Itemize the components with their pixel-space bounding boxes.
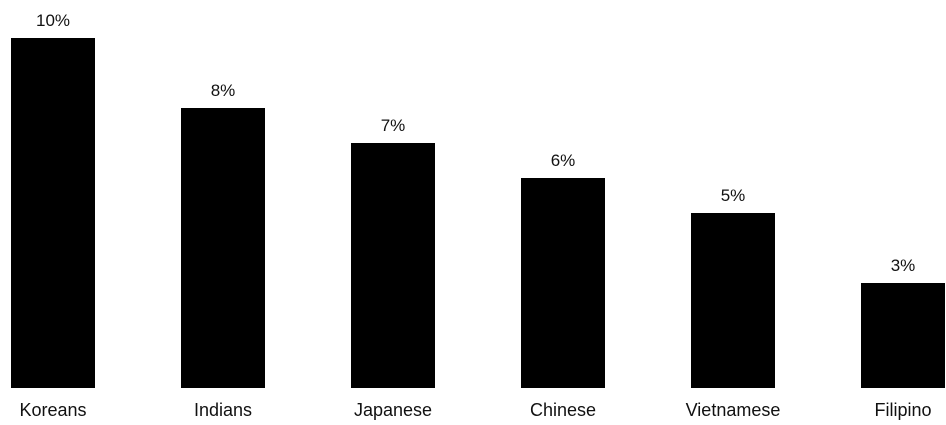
bar-japanese (351, 143, 435, 388)
value-labels-layer: 10% 8% 7% 6% 5% 3% (36, 11, 915, 275)
bar-filipino (861, 283, 945, 388)
category-label-koreans: Koreans (19, 400, 86, 420)
category-label-vietnamese: Vietnamese (686, 400, 781, 420)
value-label-filipino: 3% (891, 256, 916, 275)
category-label-japanese: Japanese (354, 400, 432, 420)
value-label-japanese: 7% (381, 116, 406, 135)
bar-vietnamese (691, 213, 775, 388)
bar-indians (181, 108, 265, 388)
value-label-vietnamese: 5% (721, 186, 746, 205)
value-label-koreans: 10% (36, 11, 70, 30)
category-labels-layer: Koreans Indians Japanese Chinese Vietnamese F… (19, 400, 931, 420)
category-label-chinese: Chinese (530, 400, 596, 420)
category-label-indians: Indians (194, 400, 252, 420)
value-label-indians: 8% (211, 81, 236, 100)
category-label-filipino: Filipino (874, 400, 931, 420)
value-label-chinese: 6% (551, 151, 576, 170)
bars-layer (11, 38, 945, 388)
bar-chinese (521, 178, 605, 388)
bar-koreans (11, 38, 95, 388)
